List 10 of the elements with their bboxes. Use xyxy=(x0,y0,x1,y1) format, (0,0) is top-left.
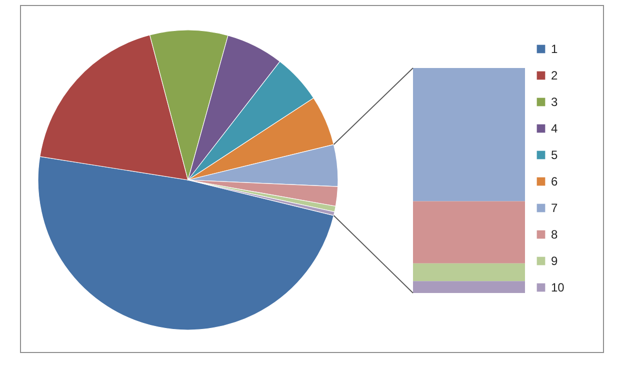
legend-label: 10 xyxy=(551,280,565,294)
legend-label: 9 xyxy=(551,254,558,268)
legend-label: 7 xyxy=(551,201,558,215)
legend-label: 4 xyxy=(551,122,558,136)
legend-label: 8 xyxy=(551,228,558,242)
legend-label: 6 xyxy=(551,174,558,188)
legend-label: 1 xyxy=(551,42,558,56)
legend-label: 3 xyxy=(551,95,558,109)
legend-label: 5 xyxy=(551,148,558,162)
legend-label: 2 xyxy=(551,68,558,82)
